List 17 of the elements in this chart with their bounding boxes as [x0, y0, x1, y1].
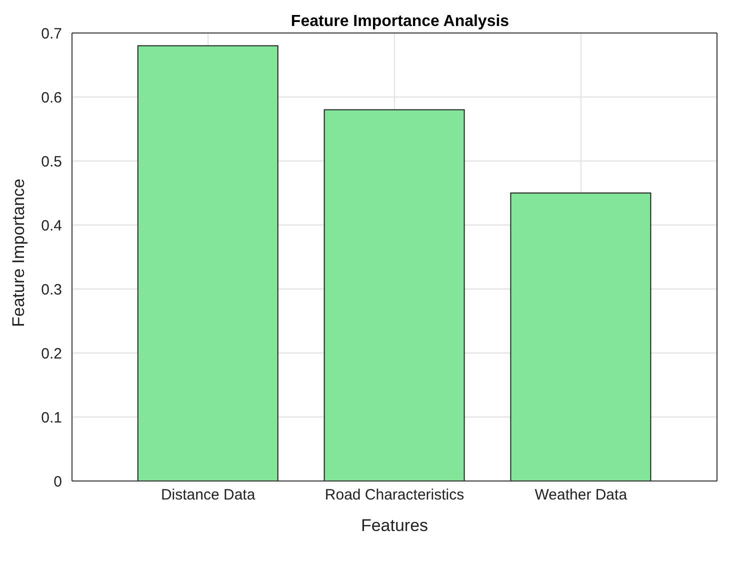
x-tick-label: Road Characteristics: [324, 486, 464, 504]
x-tick-label: Weather Data: [534, 486, 628, 504]
y-tick-label: 0.3: [41, 281, 62, 298]
y-tick-label: 0.7: [41, 25, 62, 42]
chart-title: Feature Importance Analysis: [290, 13, 510, 30]
y-tick-label: 0.5: [41, 153, 62, 170]
y-tick-label: 0.6: [41, 89, 62, 106]
bar: [137, 45, 278, 481]
bar: [324, 109, 465, 481]
y-tick-label: 0.2: [41, 345, 62, 362]
y-axis-title: Feature Importance: [9, 178, 28, 327]
x-tick-label: Distance Data: [160, 486, 256, 504]
y-tick-label: 0.1: [41, 409, 62, 426]
bar: [510, 192, 652, 481]
x-axis-title: Features: [360, 516, 428, 535]
y-tick-label: 0.4: [41, 217, 62, 234]
y-tick-label: 0: [54, 473, 62, 490]
